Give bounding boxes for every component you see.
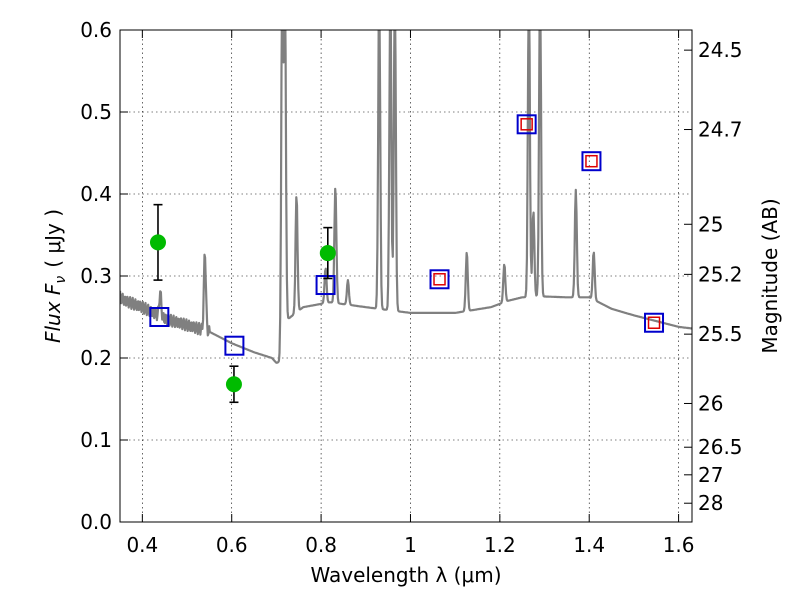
- x-axis-label: Wavelength λ (μm): [310, 563, 501, 587]
- x-tick-label: 1: [404, 533, 417, 557]
- model-point: [581, 151, 602, 172]
- observed-point: [225, 376, 242, 393]
- model-point: [315, 275, 336, 296]
- model-points: [149, 114, 665, 356]
- model-point: [149, 307, 170, 327]
- model-point: [644, 312, 665, 333]
- y2-tick-label: 28: [698, 491, 723, 515]
- model-point-inner: [520, 118, 533, 131]
- y-axis-label-main: Flux F: [41, 283, 65, 343]
- observed-point: [149, 234, 166, 251]
- y-tick-label: 0.0: [80, 510, 112, 534]
- y2-tick-label: 25.2: [698, 262, 743, 286]
- model-point: [429, 269, 450, 290]
- y-axis-label-sub: ν: [53, 276, 69, 284]
- model-point-inner: [433, 273, 446, 286]
- y2-tick-label: 25: [698, 212, 723, 236]
- y2-tick-label: 26.5: [698, 435, 743, 459]
- x-tick-label: 0.6: [216, 533, 248, 557]
- x-axis-ticks: 0.4 0.6 0.8 1 1.2 1.4 1.6: [126, 30, 695, 557]
- y2-axis-label: Magnitude (AB): [758, 198, 782, 353]
- y2-tick-label: 27: [698, 463, 723, 487]
- y-tick-label: 0.5: [80, 100, 112, 124]
- x-tick-label: 1.2: [484, 533, 516, 557]
- y2-axis-ticks: 24.5 24.7 25 25.2 25.5 26 26.5 27 28: [684, 38, 743, 515]
- spectrum-line: [120, 30, 692, 364]
- observed-points: [149, 203, 336, 404]
- y-axis-label: Flux Fν ( μJy ): [41, 209, 69, 343]
- model-point: [516, 114, 537, 135]
- y2-tick-label: 24.7: [698, 118, 743, 142]
- grid-lines: [120, 29, 692, 523]
- x-tick-label: 0.4: [126, 533, 158, 557]
- x-tick-label: 1.4: [573, 533, 605, 557]
- y-tick-label: 0.4: [80, 182, 112, 206]
- model-point: [224, 335, 245, 356]
- y-tick-label: 0.1: [80, 428, 112, 452]
- x-tick-label: 1.6: [663, 533, 695, 557]
- y2-tick-label: 26: [698, 391, 723, 415]
- plot-area: [120, 30, 692, 404]
- y2-tick-label: 25.5: [698, 322, 743, 346]
- y-tick-label: 0.6: [80, 18, 112, 42]
- y-axis-label-unit: ( μJy ): [41, 209, 65, 268]
- x-tick-label: 0.8: [305, 533, 337, 557]
- model-point-inner: [647, 316, 661, 329]
- y-axis-ticks: 0.0 0.1 0.2 0.3 0.4 0.5 0.6: [80, 18, 128, 534]
- y-tick-label: 0.2: [80, 346, 112, 370]
- model-point-inner: [585, 154, 598, 168]
- observed-point: [319, 245, 336, 262]
- y-tick-label: 0.3: [80, 264, 112, 288]
- y2-tick-label: 24.5: [698, 38, 743, 62]
